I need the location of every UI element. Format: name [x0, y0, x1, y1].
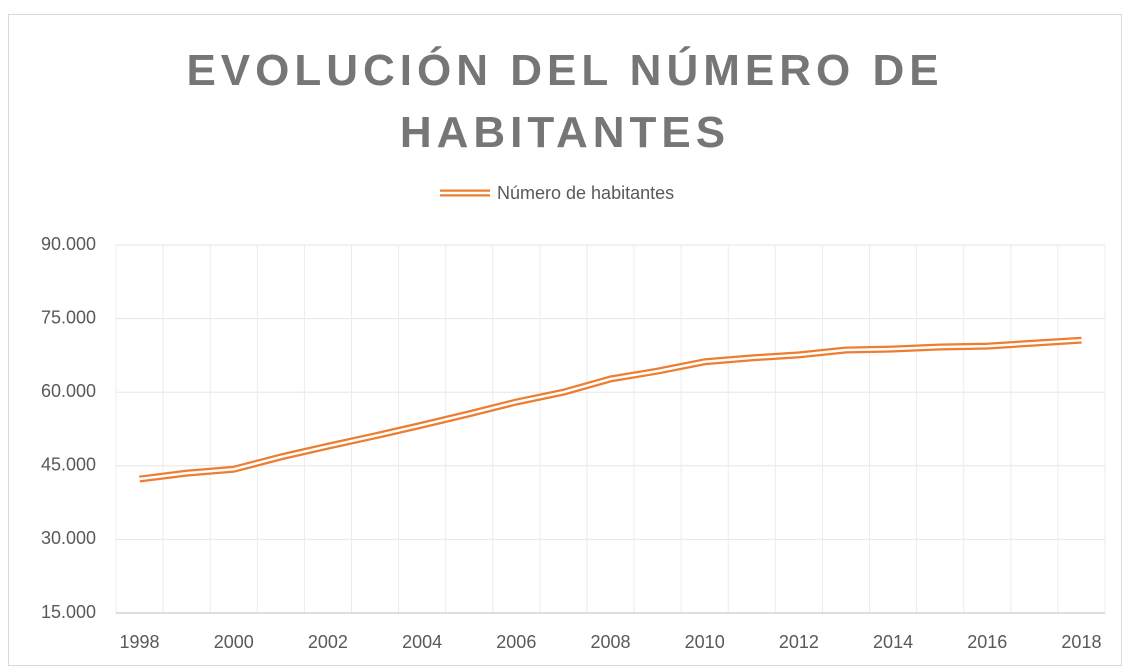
- legend-label: Número de habitantes: [497, 183, 674, 203]
- y-tick-label: 75.000: [41, 307, 96, 327]
- y-tick-label: 60.000: [41, 381, 96, 401]
- y-tick-label: 30.000: [41, 528, 96, 548]
- x-tick-label: 1998: [120, 632, 160, 652]
- x-tick-label: 2016: [967, 632, 1007, 652]
- x-tick-label: 2012: [779, 632, 819, 652]
- series-line-inner: [139, 338, 1082, 481]
- y-tick-label: 90.000: [41, 234, 96, 254]
- x-tick-label: 2018: [1061, 632, 1101, 652]
- x-tick-label: 2000: [214, 632, 254, 652]
- x-tick-label: 2004: [402, 632, 442, 652]
- x-tick-label: 2010: [685, 632, 725, 652]
- chart-frame: [8, 14, 1122, 666]
- y-tick-label: 45.000: [41, 455, 96, 475]
- x-tick-label: 2014: [873, 632, 913, 652]
- x-tick-label: 2006: [496, 632, 536, 652]
- y-tick-label: 15.000: [41, 602, 96, 622]
- x-tick-label: 2002: [308, 632, 348, 652]
- x-tick-label: 2008: [590, 632, 630, 652]
- chart-title: EVOLUCIÓN DEL NÚMERO DE HABITANTES: [186, 46, 944, 157]
